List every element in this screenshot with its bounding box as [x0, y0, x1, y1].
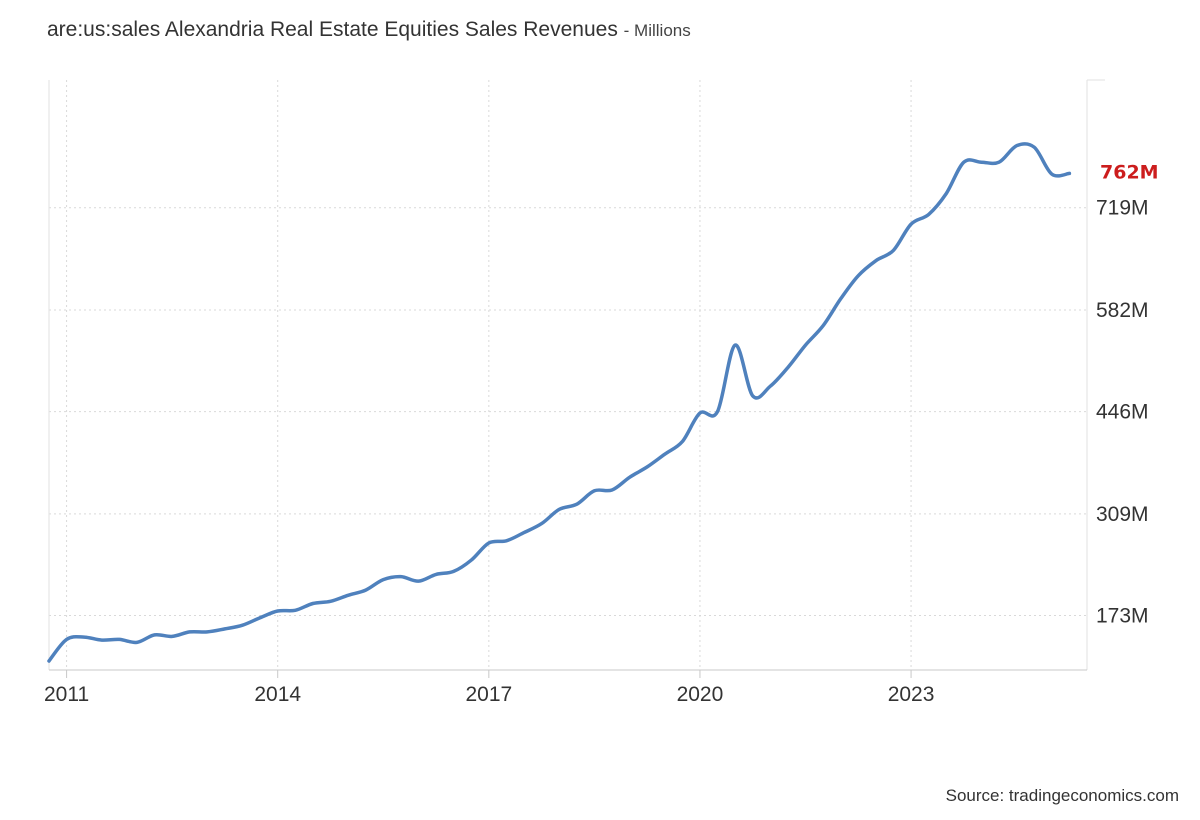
x-tick-label: 2023 — [888, 683, 935, 706]
x-tick-label: 2014 — [254, 683, 301, 706]
chart-title-text: are:us:sales Alexandria Real Estate Equi… — [47, 18, 618, 41]
chart-title: are:us:sales Alexandria Real Estate Equi… — [47, 18, 691, 42]
x-tick-label: 2011 — [44, 683, 89, 706]
grid-lines — [49, 80, 1087, 670]
chart-subtitle: - Millions — [623, 21, 691, 40]
y-tick-label: 582M — [1096, 299, 1149, 322]
y-tick-label: 719M — [1096, 197, 1149, 220]
y-tick-label: 446M — [1096, 401, 1149, 424]
y-tick-label: 309M — [1096, 503, 1149, 526]
chart-axes — [48, 79, 1105, 678]
x-tick-label: 2020 — [677, 683, 724, 706]
x-tick-label: 2017 — [465, 683, 512, 706]
series-line — [47, 142, 1072, 663]
last-value-label: 762M — [1100, 161, 1159, 183]
x-axis-ticks: 2011 2014 2017 2020 2023 — [44, 683, 934, 706]
y-tick-label: 173M — [1096, 604, 1149, 627]
source-credit: Source: tradingeconomics.com — [945, 786, 1179, 805]
y-axis-ticks: 173M 309M 446M 582M 719M — [1096, 197, 1149, 628]
